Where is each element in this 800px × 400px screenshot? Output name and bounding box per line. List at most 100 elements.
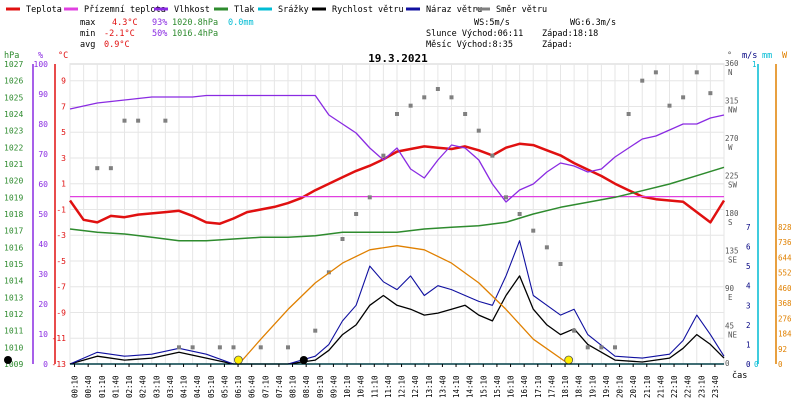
legend-label: Vlhkost bbox=[174, 5, 210, 15]
wind-direction-point bbox=[313, 328, 318, 333]
x-tick-label: 10:10 bbox=[343, 375, 352, 398]
axis-w-label: W bbox=[782, 51, 788, 61]
x-tick-label: 11:40 bbox=[384, 375, 393, 398]
wind-direction-point bbox=[463, 112, 468, 116]
series-line-tlak bbox=[69, 166, 725, 242]
x-tick-label: 00:10 bbox=[71, 375, 80, 398]
x-tick-label: 03:10 bbox=[152, 375, 161, 398]
tick-pct: 40 bbox=[38, 240, 48, 249]
tick-temp: -1 bbox=[56, 205, 66, 214]
tick-hpa: 1013 bbox=[4, 293, 23, 302]
x-tick-label: 14:40 bbox=[466, 375, 475, 398]
marker-sunrise bbox=[234, 355, 243, 365]
stat-moon-set: Západ: bbox=[542, 40, 573, 50]
tick-w: 92 bbox=[778, 345, 787, 354]
wind-direction-point bbox=[190, 345, 195, 350]
tick-temp: -11 bbox=[52, 334, 67, 343]
marker-sunset bbox=[564, 355, 574, 365]
tick-hpa: 1023 bbox=[4, 127, 23, 136]
x-tick-label: 03:40 bbox=[166, 375, 175, 398]
x-tick-label: 19:40 bbox=[602, 375, 611, 398]
tick-w: 0 bbox=[778, 360, 783, 369]
wind-direction-point bbox=[231, 345, 236, 350]
tick-pct: 60 bbox=[38, 180, 48, 189]
tick-temp: -5 bbox=[56, 257, 66, 266]
tick-hpa: 1012 bbox=[4, 310, 23, 319]
tick-direction: 360 bbox=[725, 59, 739, 68]
x-tick-label: 06:40 bbox=[248, 375, 257, 398]
x-tick-label: 08:10 bbox=[289, 375, 298, 398]
stat-moon: Měsíc Východ:8:35 bbox=[426, 40, 513, 50]
stat-avg-temp: 0.9°C bbox=[104, 40, 130, 50]
tick-w: 644 bbox=[778, 253, 792, 262]
x-tick-label: 16:10 bbox=[507, 375, 516, 398]
wind-direction-point bbox=[286, 345, 290, 350]
tick-pct: 90 bbox=[38, 90, 48, 99]
x-axis: 00:10 00:40 01:10 01:40 02:10 02:40 03:10 03:40… bbox=[70, 363, 724, 398]
tick-temp: -3 bbox=[56, 231, 66, 240]
tick-w: 552 bbox=[778, 269, 792, 278]
tick-direction-name: S bbox=[728, 218, 733, 227]
tick-direction: 90 bbox=[725, 284, 735, 293]
x-tick-label: 21:40 bbox=[656, 375, 665, 398]
series-line-vlhkost bbox=[69, 94, 725, 203]
wind-direction-point bbox=[490, 153, 495, 158]
wind-direction-point bbox=[531, 228, 536, 233]
tick-ms: 1 bbox=[746, 340, 751, 349]
axes: 1027102610251024102310221021102010191018… bbox=[4, 59, 792, 369]
legend-label: Směr větru bbox=[496, 5, 547, 15]
x-tick-label: 06:10 bbox=[234, 375, 243, 398]
x-tick-label: 09:10 bbox=[316, 375, 325, 398]
stat-sun-set: Západ:18:18 bbox=[542, 29, 598, 39]
x-tick-label: 02:10 bbox=[125, 375, 134, 398]
wind-direction-point bbox=[599, 345, 604, 350]
tick-hpa: 1011 bbox=[4, 327, 23, 336]
tick-ms-upper: 1 bbox=[752, 60, 757, 69]
wind-direction-point bbox=[340, 237, 345, 241]
tick-hpa: 1014 bbox=[4, 277, 23, 286]
legend-label: Srážky bbox=[278, 5, 309, 15]
x-tick-label: 09:40 bbox=[329, 375, 338, 398]
legend: Teplota Přízemní teplota Vlhkost Tlak Srážky… bbox=[6, 5, 547, 15]
tick-direction-name: NW bbox=[728, 106, 738, 115]
tick-direction-name: E bbox=[728, 293, 733, 302]
x-tick-label: 12:10 bbox=[398, 375, 407, 398]
wind-direction-point bbox=[136, 118, 141, 123]
wind-direction-point bbox=[708, 91, 713, 96]
wind-direction-point bbox=[395, 112, 399, 116]
axis-ms-label: m/s bbox=[742, 51, 757, 61]
tick-mm: 0 bbox=[754, 360, 759, 369]
x-tick-label: 05:40 bbox=[220, 375, 229, 398]
legend-label: Náraz větru bbox=[426, 5, 482, 15]
x-tick-label: 17:10 bbox=[534, 375, 543, 398]
stat-max-label: max bbox=[80, 18, 95, 28]
tick-ms: 3 bbox=[746, 301, 751, 310]
legend-label: Teplota bbox=[26, 5, 62, 15]
wind-direction-point bbox=[667, 103, 672, 108]
axis-temp-label: °C bbox=[58, 51, 68, 61]
legend-label: Tlak bbox=[234, 5, 254, 15]
legend-label: Rychlost větru bbox=[332, 5, 404, 15]
x-tick-label: 11:10 bbox=[370, 375, 379, 398]
wind-direction-point bbox=[381, 153, 386, 158]
tick-pct: 70 bbox=[38, 150, 48, 159]
x-tick-label: 18:10 bbox=[561, 375, 570, 398]
tick-ms: 5 bbox=[746, 262, 751, 271]
x-tick-label: 19:10 bbox=[588, 375, 597, 398]
tick-w: 184 bbox=[778, 330, 792, 339]
stat-avg-label: avg bbox=[80, 40, 95, 50]
tick-temp: -13 bbox=[52, 360, 67, 369]
wind-direction-point bbox=[572, 328, 577, 333]
x-tick-label: 23:40 bbox=[711, 375, 720, 398]
x-tick-label: 01:10 bbox=[98, 375, 107, 398]
x-tick-label: 17:40 bbox=[547, 375, 556, 398]
x-tick-label: 02:40 bbox=[139, 375, 148, 398]
wind-direction-point bbox=[694, 70, 699, 75]
tick-direction: 180 bbox=[725, 209, 739, 218]
x-tick-label: 18:40 bbox=[575, 375, 584, 398]
wind-direction-point bbox=[653, 70, 658, 75]
x-tick-label: 13:10 bbox=[425, 375, 434, 398]
chart-title: 19.3.2021 bbox=[368, 52, 428, 65]
tick-pct: 100 bbox=[34, 60, 49, 69]
